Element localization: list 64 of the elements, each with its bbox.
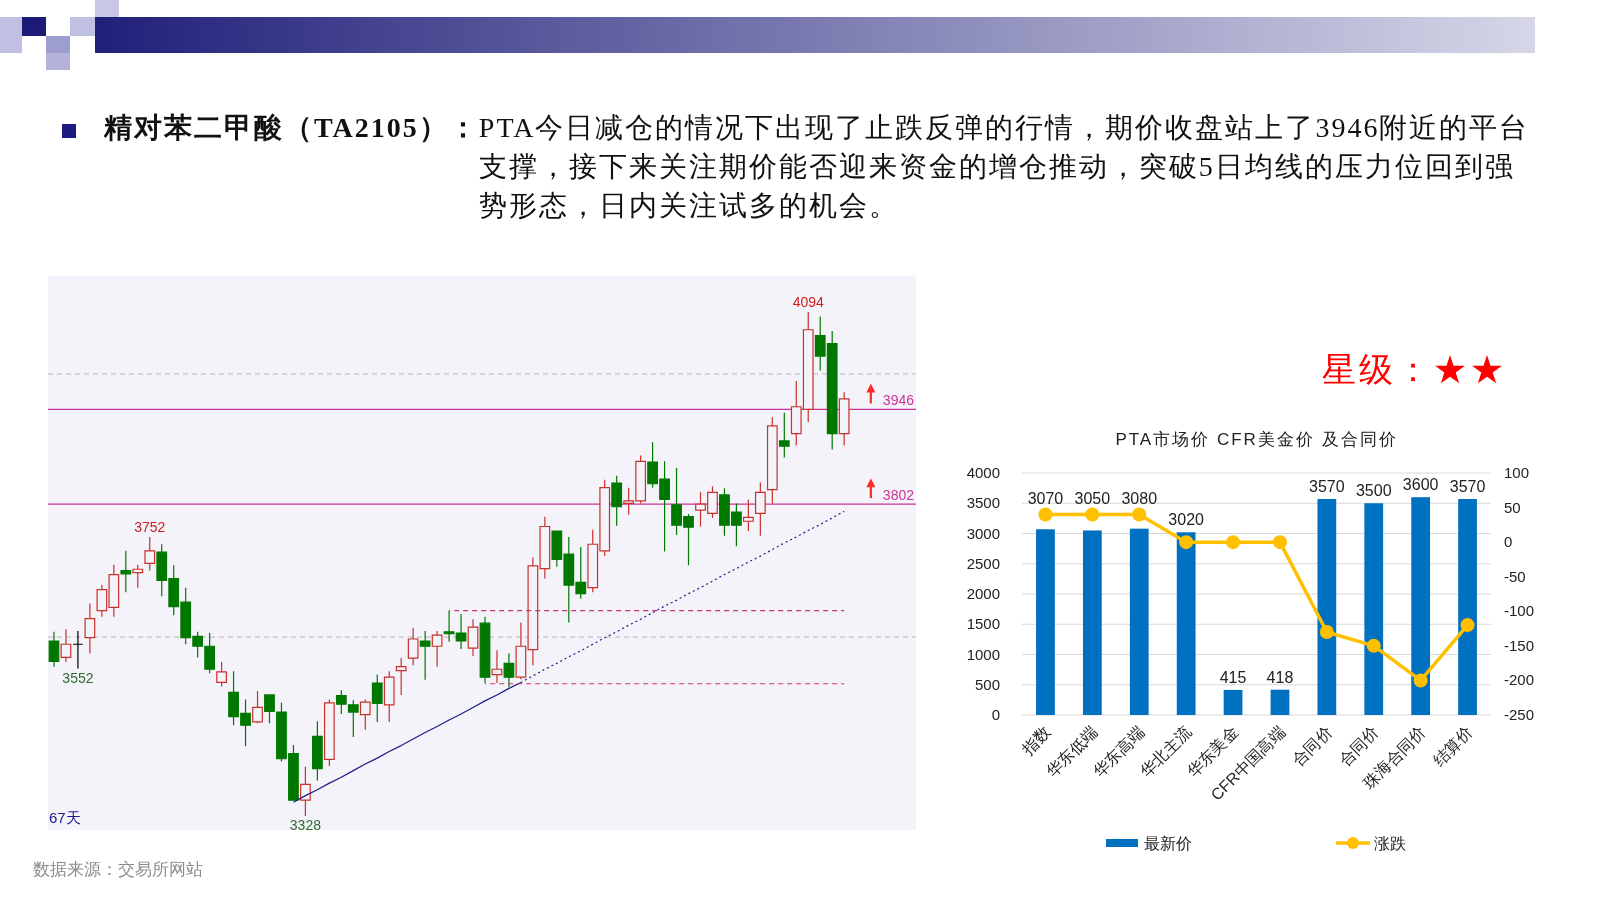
ref-line-label: 3802 — [882, 487, 915, 504]
y2-tick-label: 50 — [1504, 498, 1521, 516]
y-tick-label: 0 — [991, 706, 1000, 723]
y-tick-label: 3500 — [966, 494, 1000, 512]
annotation: 3752 — [134, 519, 166, 536]
y-tick-label: 1000 — [966, 645, 1000, 663]
data-label: 3570 — [1449, 478, 1486, 496]
y2-tick-label: -200 — [1504, 671, 1535, 689]
annotation: 4094 — [792, 294, 825, 310]
bar — [1411, 497, 1431, 715]
ref-line-label: 3946 — [882, 392, 915, 409]
y-tick-label: 2500 — [966, 554, 1000, 572]
data-label: 3080 — [1121, 490, 1158, 508]
bar — [1458, 499, 1477, 715]
data-label: 3050 — [1074, 490, 1111, 508]
bar — [1317, 499, 1337, 715]
annotation: 67天 — [49, 809, 81, 826]
x-tick-label: 结算价 — [1429, 723, 1476, 770]
text: PTA今日减仓的情况下出现了止跌反弹的行情，期价收盘站上了3946附近的平台支撑，接下来关注期价能否迎来资金的增仓推动，突破5日均线的压力位回到强势形态，日内关注试多的机会。 — [478, 111, 1531, 223]
point — [1132, 507, 1147, 522]
point — [1272, 535, 1287, 550]
y2-tick-label: 0 — [1504, 533, 1513, 551]
y-tick-label: 3000 — [966, 524, 1000, 542]
bar — [1364, 503, 1384, 715]
point — [1366, 638, 1381, 653]
bar — [1129, 528, 1149, 715]
bar — [1036, 529, 1055, 715]
y2-tick-label: -150 — [1504, 636, 1535, 654]
y2-tick-label: -100 — [1504, 602, 1535, 620]
bar — [1082, 530, 1102, 715]
data-label: 3570 — [1309, 478, 1345, 496]
legend-label: 涨跌 — [1374, 835, 1406, 852]
bar — [1270, 689, 1290, 715]
x-tick-label: 指数 — [1018, 723, 1054, 759]
y2-tick-label: -250 — [1504, 706, 1535, 723]
y-tick-label: 500 — [974, 675, 1000, 693]
data-label: 415 — [1219, 668, 1247, 686]
text: 星级：★★ — [1322, 351, 1507, 388]
source-note: 数据来源：交易所网站 — [33, 860, 203, 879]
y2-tick-label: 100 — [1504, 464, 1530, 481]
annotation: 3328 — [289, 817, 322, 833]
point — [1179, 535, 1194, 550]
y2-tick-label: -50 — [1504, 567, 1526, 585]
y-tick-label: 4000 — [966, 464, 1000, 481]
data-label: 3070 — [1027, 490, 1064, 508]
point — [1413, 673, 1428, 688]
point — [1460, 618, 1475, 633]
point — [1085, 507, 1100, 522]
data-label: 3600 — [1402, 476, 1439, 494]
data-label: 3020 — [1168, 511, 1205, 529]
annotation: 3552 — [62, 669, 94, 686]
point — [1226, 535, 1241, 550]
x-tick-label: 合同价 — [1289, 723, 1335, 770]
point — [1038, 507, 1053, 522]
data-label: 3500 — [1355, 482, 1392, 500]
chart-title: 精对苯二甲酸（TA2105）： — [104, 111, 479, 145]
bar — [1176, 532, 1196, 715]
legend-label: 最新价 — [1144, 835, 1192, 852]
chart-title: PTA市场价 CFR美金价 及合同价 — [1115, 430, 1398, 449]
y-tick-label: 2000 — [966, 585, 1000, 602]
bar — [1223, 689, 1243, 715]
y-tick-label: 1500 — [966, 615, 1000, 633]
point — [1319, 625, 1334, 640]
data-label: 418 — [1266, 668, 1294, 686]
